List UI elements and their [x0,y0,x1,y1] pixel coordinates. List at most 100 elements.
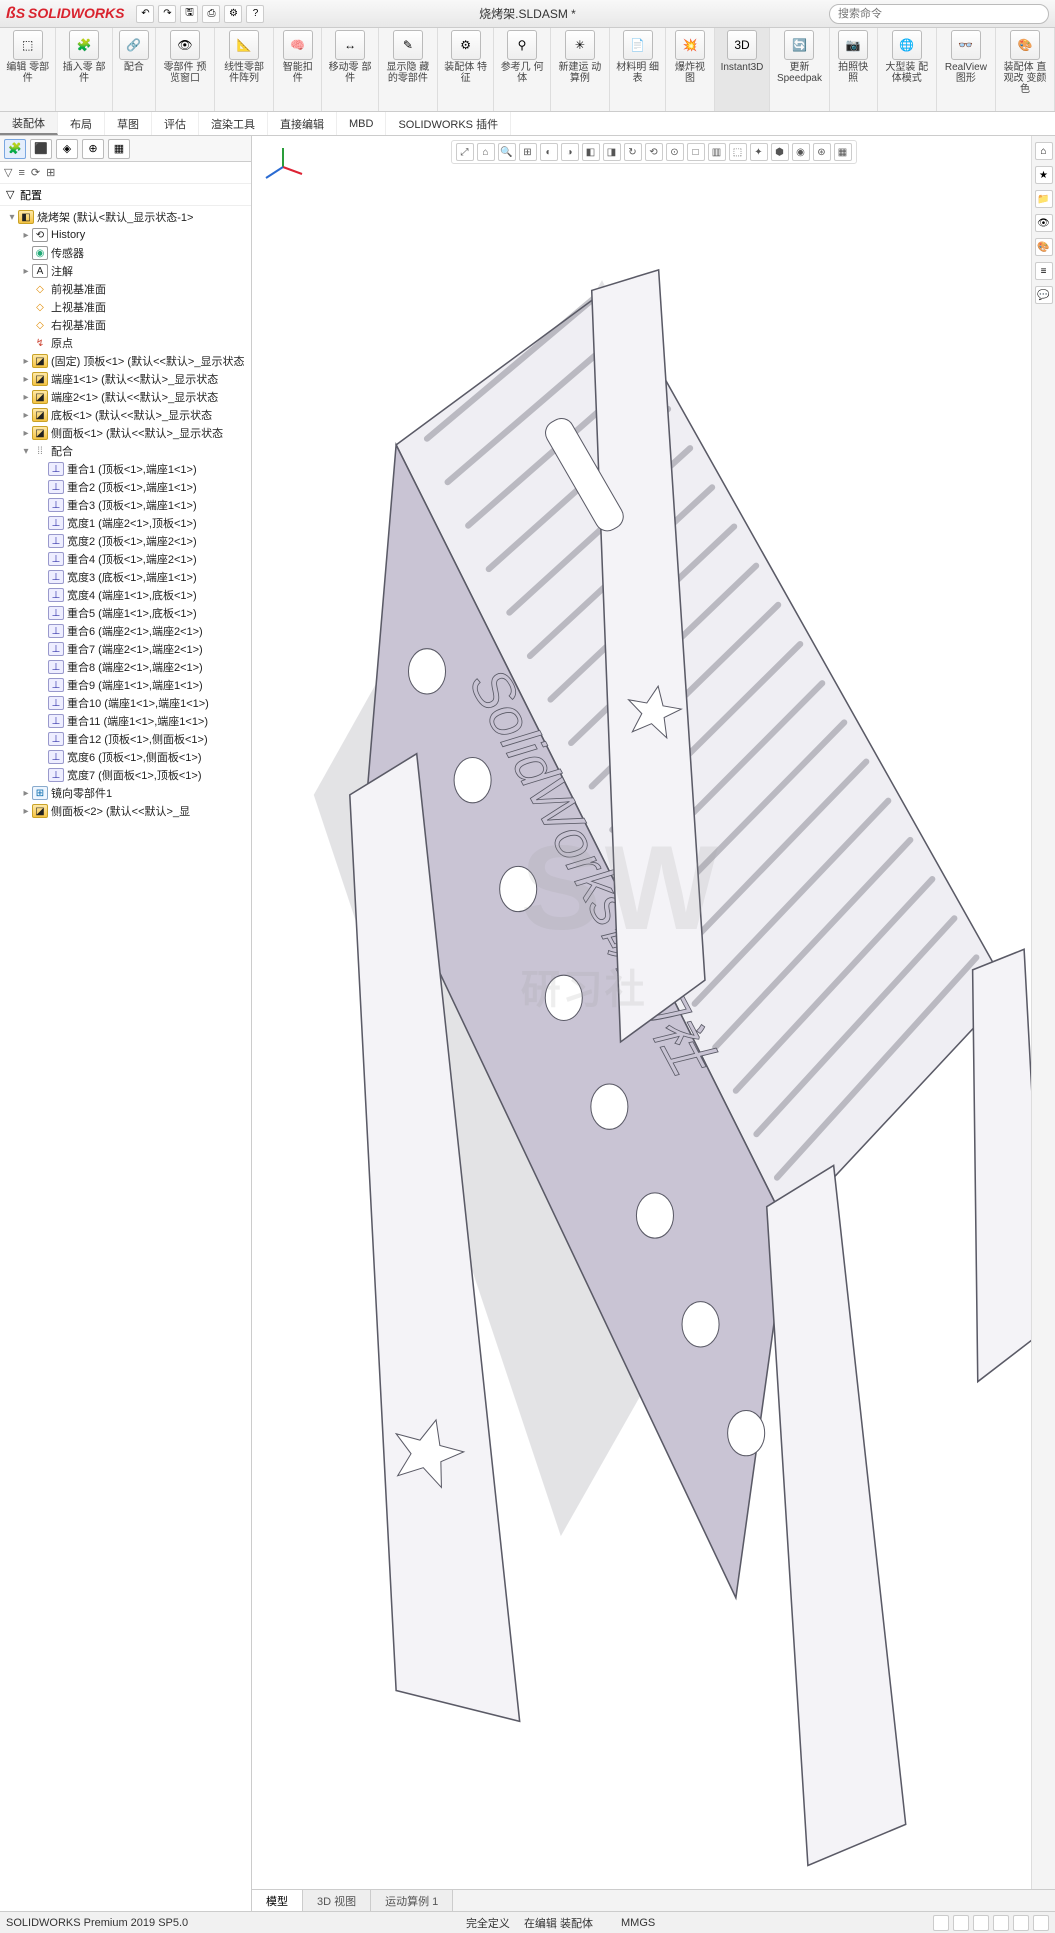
expand-icon[interactable]: ▸ [20,410,32,421]
tree-item[interactable]: ◇右视基准面 [0,316,251,334]
command-tab[interactable]: 布局 [58,112,105,135]
ribbon-group[interactable]: 👓RealView 图形 [937,28,996,111]
expand-icon[interactable]: ▸ [20,392,32,403]
command-tab[interactable]: MBD [337,112,386,135]
tree-item[interactable]: ▸◪端座2<1> (默认<<默认>_显示状态 [0,388,251,406]
status-icon[interactable] [953,1915,969,1931]
taskpane-resources-icon[interactable]: ★ [1035,166,1053,184]
taskpane-property-icon[interactable]: ≡ [1035,262,1053,280]
ribbon-group[interactable]: 🔗配合 [113,28,156,111]
command-tab[interactable]: 直接编辑 [268,112,337,135]
taskpane-library-icon[interactable]: 📁 [1035,190,1053,208]
tree-item[interactable]: ⊥宽度7 (侧面板<1>,顶板<1>) [0,766,251,784]
ribbon-group[interactable]: 🔄更新 Speedpak [770,28,829,111]
tree-item[interactable]: ⊥重合9 (端座1<1>,端座1<1>) [0,676,251,694]
command-tab[interactable]: 渲染工具 [199,112,268,135]
status-icon[interactable] [973,1915,989,1931]
qat-button[interactable]: ⚙ [224,5,242,23]
taskpane-appearance-icon[interactable]: 🎨 [1035,238,1053,256]
panel-tab[interactable]: ⊕ [82,139,104,159]
configuration-row[interactable]: ▽配置 [0,184,251,206]
search-input[interactable] [829,4,1049,24]
tree-item[interactable]: ⊥宽度3 (底板<1>,端座1<1>) [0,568,251,586]
status-icon[interactable] [1033,1915,1049,1931]
panel-toolbar-button[interactable]: ≡ [18,167,24,179]
tree-item[interactable]: ⊥重合1 (顶板<1>,端座1<1>) [0,460,251,478]
command-tab[interactable]: 评估 [152,112,199,135]
tree-item[interactable]: ▸⊞镜向零部件1 [0,784,251,802]
command-tab[interactable]: SOLIDWORKS 插件 [386,112,511,135]
expand-icon[interactable]: ▸ [20,788,32,799]
ribbon-group[interactable]: 📄材料明 细表 [610,28,666,111]
tree-item[interactable]: ⊥宽度4 (端座1<1>,底板<1>) [0,586,251,604]
taskpane-forum-icon[interactable]: 💬 [1035,286,1053,304]
tree-item[interactable]: ⊥宽度6 (顶板<1>,侧面板<1>) [0,748,251,766]
qat-button[interactable]: 🖫 [180,5,198,23]
expand-icon[interactable]: ▾ [6,212,18,223]
tree-item[interactable]: ▸◪(固定) 顶板<1> (默认<<默认>_显示状态 [0,352,251,370]
tree-item[interactable]: ▸⟲History [0,226,251,244]
tree-item[interactable]: ▾◧烧烤架 (默认<默认_显示状态-1> [0,208,251,226]
qat-button[interactable]: ↷ [158,5,176,23]
tree-item[interactable]: ⊥重合3 (顶板<1>,端座1<1>) [0,496,251,514]
qat-button[interactable]: ⎙ [202,5,220,23]
tree-item[interactable]: ⊥重合5 (端座1<1>,底板<1>) [0,604,251,622]
ribbon-group[interactable]: ⚲参考几 何体 [494,28,550,111]
tree-item[interactable]: ⊥重合7 (端座2<1>,端座2<1>) [0,640,251,658]
ribbon-group[interactable]: ✳新建运 动算例 [551,28,610,111]
tree-item[interactable]: ◇前视基准面 [0,280,251,298]
expand-icon[interactable]: ▾ [20,446,32,457]
ribbon-group[interactable]: ⬚编辑 零部件 [0,28,56,111]
tree-item[interactable]: ⊥重合4 (顶板<1>,端座2<1>) [0,550,251,568]
ribbon-group[interactable]: 📷拍照快 照 [830,28,878,111]
taskpane-view-icon[interactable]: 👁 [1035,214,1053,232]
tree-item[interactable]: ◉传感器 [0,244,251,262]
ribbon-group[interactable]: 🧩插入零 部件 [56,28,112,111]
tree-item[interactable]: ▾⁞⁞配合 [0,442,251,460]
ribbon-group[interactable]: ✎显示隐 藏的零部件 [379,28,438,111]
ribbon-group[interactable]: 💥爆炸视 图 [666,28,714,111]
ribbon-group[interactable]: ⚙装配体 特征 [438,28,494,111]
expand-icon[interactable]: ▸ [20,356,32,367]
panel-toolbar-button[interactable]: ⊞ [46,166,55,179]
status-icon[interactable] [993,1915,1009,1931]
expand-icon[interactable]: ▸ [20,428,32,439]
motion-tab[interactable]: 运动算例 1 [371,1890,453,1911]
motion-tab[interactable]: 3D 视图 [303,1890,371,1911]
ribbon-group[interactable]: 3DInstant3D [715,28,771,111]
tree-item[interactable]: ▸◪侧面板<2> (默认<<默认>_显 [0,802,251,820]
ribbon-group[interactable]: 🌐大型装 配体模式 [878,28,937,111]
tree-item[interactable]: ⊥重合2 (顶板<1>,端座1<1>) [0,478,251,496]
panel-tab[interactable]: ⬛ [30,139,52,159]
motion-tab[interactable]: 模型 [252,1890,303,1911]
tree-item[interactable]: ⊥宽度2 (顶板<1>,端座2<1>) [0,532,251,550]
qat-button[interactable]: ↶ [136,5,154,23]
tree-item[interactable]: ▸◪底板<1> (默认<<默认>_显示状态 [0,406,251,424]
panel-toolbar-button[interactable]: ▽ [4,166,12,179]
status-icon[interactable] [933,1915,949,1931]
tree-item[interactable]: ▸◪端座1<1> (默认<<默认>_显示状态 [0,370,251,388]
tree-item[interactable]: ⊥重合12 (顶板<1>,侧面板<1>) [0,730,251,748]
tree-item[interactable]: ▸A注解 [0,262,251,280]
tree-item[interactable]: ⊥重合8 (端座2<1>,端座2<1>) [0,658,251,676]
tree-item[interactable]: ◇上视基准面 [0,298,251,316]
expand-icon[interactable]: ▸ [20,230,32,241]
tree-item[interactable]: ⊥重合6 (端座2<1>,端座2<1>) [0,622,251,640]
qat-button[interactable]: ? [246,5,264,23]
tree-item[interactable]: ▸◪侧面板<1> (默认<<默认>_显示状态 [0,424,251,442]
panel-tab[interactable]: ▦ [108,139,130,159]
tree-item[interactable]: ⊥重合10 (端座1<1>,端座1<1>) [0,694,251,712]
expand-icon[interactable]: ▸ [20,806,32,817]
tree-item[interactable]: ⊥重合11 (端座1<1>,端座1<1>) [0,712,251,730]
tree-item[interactable]: ↯原点 [0,334,251,352]
taskpane-home-icon[interactable]: ⌂ [1035,142,1053,160]
ribbon-group[interactable]: 🎨装配体 直观改 变颜色 [996,28,1055,111]
tree-item[interactable]: ⊥宽度1 (端座2<1>,顶板<1>) [0,514,251,532]
ribbon-group[interactable]: ↔移动零 部件 [322,28,378,111]
panel-toolbar-button[interactable]: ⟳ [31,166,40,179]
command-tab[interactable]: 装配体 [0,112,58,135]
graphics-viewport[interactable]: ⤢⌂🔍⊞◐◑◧◨↻⟲⊙□▥⬚✦⬢◉⊛▦ SolidWorks研习社 [252,136,1055,1911]
expand-icon[interactable]: ▸ [20,266,32,277]
panel-tab[interactable]: 🧩 [4,139,26,159]
status-icon[interactable] [1013,1915,1029,1931]
